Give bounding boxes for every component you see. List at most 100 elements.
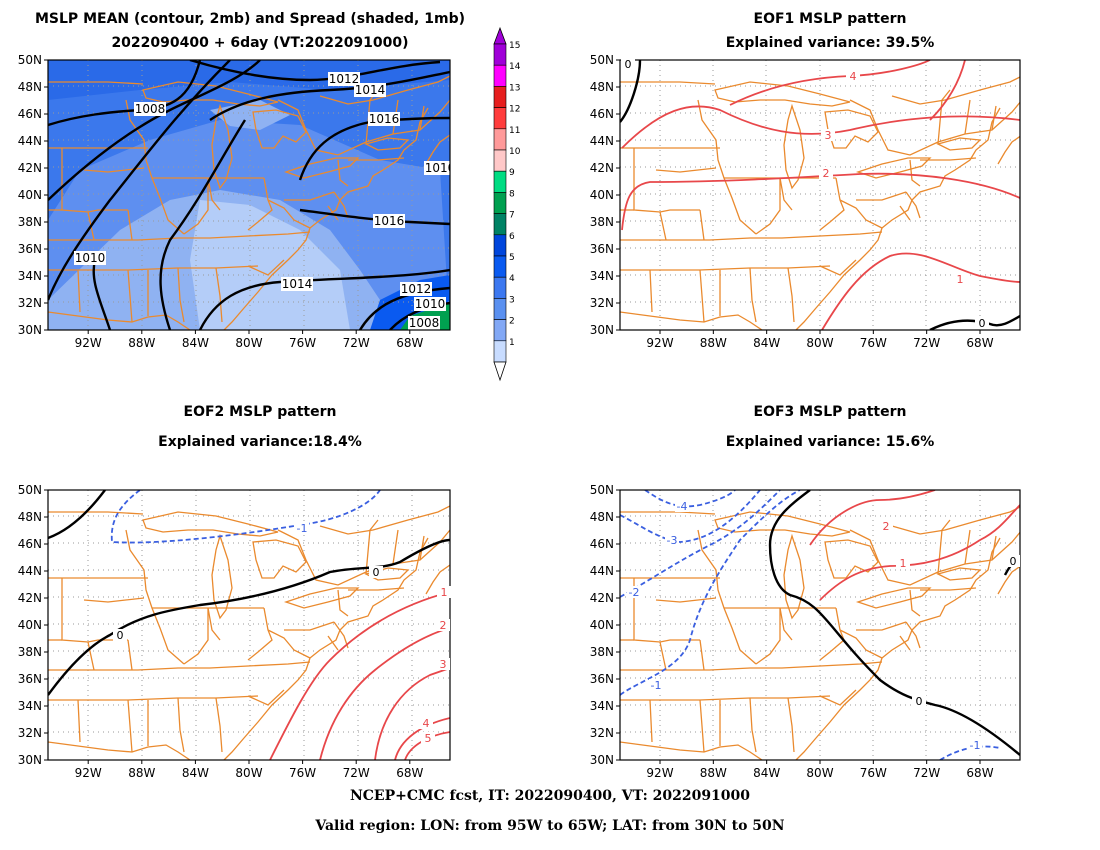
contour-label: 4 <box>423 717 430 730</box>
contour-label-bg <box>621 58 635 70</box>
lon-tick-label: 68W <box>396 336 423 350</box>
contour-label: -3 <box>667 534 678 547</box>
contour-label-bg <box>975 317 989 329</box>
contour-label-bg <box>846 70 860 82</box>
contour-label-bg <box>665 534 679 546</box>
colorbar-swatch <box>493 340 507 363</box>
lon-tick-label: 68W <box>966 336 993 350</box>
contour-label: -2 <box>629 586 640 599</box>
colorbar-level-label: 9 <box>509 168 515 178</box>
lat-tick-label: 42N <box>590 161 614 175</box>
contour-label-bg <box>400 282 432 296</box>
lat-tick-label: 46N <box>590 107 614 121</box>
lon-tick-label: 88W <box>128 766 155 780</box>
lat-tick-label: 50N <box>18 53 42 67</box>
lon-tick-label: 68W <box>966 766 993 780</box>
colorbar-level-label: 3 <box>509 295 515 305</box>
lat-tick-label: 34N <box>590 269 614 283</box>
lon-tick-label: 84W <box>753 336 780 350</box>
lon-tick-label: 72W <box>343 766 370 780</box>
lat-tick-label: 38N <box>18 215 42 229</box>
lon-tick-label: 84W <box>753 766 780 780</box>
colorbar-top-arrow <box>493 26 507 45</box>
contour-label-bg <box>968 739 982 751</box>
lon-tick-label: 68W <box>396 766 423 780</box>
eof3-contour-0 <box>768 490 1020 756</box>
footer-forecast-info: NCEP+CMC fcst, IT: 2022090400, VT: 20220… <box>349 788 751 804</box>
lat-tick-label: 40N <box>18 188 42 202</box>
lat-tick-label: 48N <box>18 80 42 94</box>
contour-label-bg <box>879 520 893 532</box>
lat-tick-label: 48N <box>18 510 42 524</box>
eof1-contour-0 <box>620 60 642 123</box>
colorbar-swatch <box>493 170 507 193</box>
panel3-map: 50N 48N 46N 44N 42N 40N 38N 36N 34N 32N 30N 92W 88W 8… <box>18 483 451 780</box>
lat-tick-label: 32N <box>18 726 42 740</box>
colorbar-swatch <box>493 213 507 236</box>
lon-tick-label: 72W <box>343 336 370 350</box>
isobar-1014 <box>209 70 450 121</box>
contour-label-bg <box>328 72 360 86</box>
eof2-contour-4 <box>394 717 450 760</box>
lat-tick-label: 44N <box>18 564 42 578</box>
colorbar-swatch <box>493 319 507 342</box>
panel2-title-line1: EOF1 MSLP pattern <box>753 11 907 27</box>
lat-tick-label: 40N <box>590 618 614 632</box>
footer-valid-region: Valid region: LON: from 95W to 65W; LAT:… <box>315 818 785 834</box>
lat-tick-label: 50N <box>590 483 614 497</box>
contour-label-bg <box>419 717 433 729</box>
contour-label: 0 <box>117 629 124 642</box>
contour-label: 1 <box>957 273 964 286</box>
lat-tick-label: 36N <box>18 242 42 256</box>
contour-label: 2 <box>440 619 447 632</box>
contour-label: 3 <box>825 129 832 142</box>
colorbar-level-label: 12 <box>509 105 520 115</box>
panel3-title-line2: Explained variance:18.4% <box>158 434 362 450</box>
eof2-contour-1 <box>269 591 450 760</box>
colorbar-level-label: 7 <box>509 211 515 221</box>
lat-tick-label: 32N <box>590 726 614 740</box>
contour-label: 1012 <box>329 72 360 86</box>
eof2-contour-3 <box>374 667 450 760</box>
lat-tick-label: 30N <box>590 323 614 337</box>
lon-tick-label: 80W <box>235 766 262 780</box>
lat-tick-label: 44N <box>18 134 42 148</box>
isobar-1010 <box>48 60 231 301</box>
lat-tick-label: 36N <box>18 672 42 686</box>
lat-tick-label: 34N <box>18 699 42 713</box>
panel4-map: 50N 48N 46N 44N 42N 40N 38N 36N 34N 32N 30N 92W 88W 8… <box>590 483 1021 780</box>
contour-label: 1 <box>900 557 907 570</box>
contour-label: 1016 <box>374 214 405 228</box>
contour-label-bg <box>436 658 450 670</box>
colorbar-swatch <box>493 276 507 299</box>
eof1-contour-3 <box>621 105 1020 149</box>
contour-label: 0 <box>979 317 986 330</box>
contour-label-bg <box>627 586 641 598</box>
panel1-title-line1: MSLP MEAN (contour, 2mb) and Spread (sha… <box>35 11 465 27</box>
colorbar-swatch <box>493 43 507 66</box>
colorbar-level-label: 6 <box>509 232 515 242</box>
contour-label: 1014 <box>282 277 313 291</box>
contour-label-bg <box>134 102 166 116</box>
contour-label: 1008 <box>135 102 166 116</box>
eof2-contour-minus1 <box>110 490 381 544</box>
colorbar-swatch <box>493 255 507 278</box>
colorbar-swatch <box>493 86 507 108</box>
isobar-1012 <box>358 286 450 330</box>
eof2-contour-0 <box>48 538 450 696</box>
contour-label: -1 <box>651 679 662 692</box>
eof3-contour-1 <box>819 504 1020 601</box>
contour-label: 1016 <box>369 112 400 126</box>
contour-label: -1 <box>297 522 308 535</box>
panel1-title-line2: 2022090400 + 6day (VT:2022091000) <box>111 35 409 51</box>
lon-tick-label: 92W <box>75 336 102 350</box>
lon-tick-label: 76W <box>289 766 316 780</box>
lon-tick-label: 72W <box>913 336 940 350</box>
lat-tick-label: 46N <box>18 537 42 551</box>
lat-tick-label: 32N <box>590 296 614 310</box>
colorbar-swatch <box>493 298 507 320</box>
contour-label-bg <box>74 251 106 265</box>
colorbar-level-label: 8 <box>509 189 515 199</box>
